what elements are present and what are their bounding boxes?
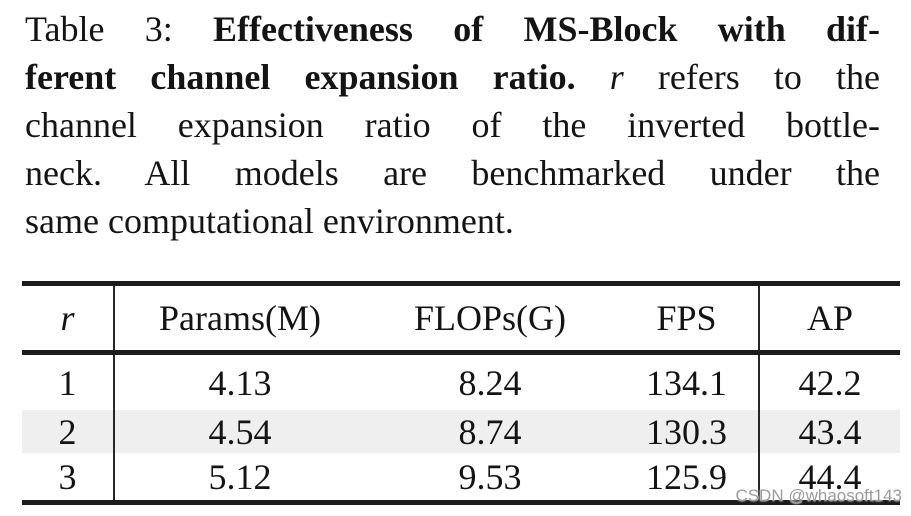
caption-text-2: refers to the [657,57,880,97]
table-header-row: r Params(M) FLOPs(G) FPS AP [22,286,900,350]
cell-fps: 130.3 [615,410,760,453]
cell-r: 2 [22,410,115,453]
cell-fps: 125.9 [615,453,760,500]
cell-ap: 42.2 [798,362,862,403]
header-cell-r: r [22,286,115,350]
cell-flops: 8.74 [458,411,522,452]
cell-flops: 9.53 [458,456,522,497]
results-table: r Params(M) FLOPs(G) FPS AP 1 4.13 8.24 … [22,281,900,505]
caption-line-3: channel expansion ratio of the inverted … [25,105,880,145]
table-header-rule [22,350,900,355]
table-caption: Table 3: Effectiveness of MS-Block with … [25,5,880,245]
cell-ap: 44.4 [798,456,862,497]
header-cell-flops: FLOPs(G) [413,298,566,338]
caption-line-1: Table 3: Effectiveness of MS-Block with … [25,5,880,53]
table-row: 3 5.12 9.53 125.9 44.4 [22,453,900,500]
caption-line-5: same computational environment. [25,201,514,241]
caption-bold-part-1: Effectiveness of MS-Block with dif- [213,9,881,49]
cell-r: 3 [22,453,115,500]
table-bottom-rule [22,500,900,505]
header-cell-fps: FPS [615,286,760,350]
caption-line-4: neck. All models are benchmarked under t… [25,153,880,193]
table-top-rule [22,281,900,286]
cell-params: 4.13 [208,362,272,403]
cell-fps: 134.1 [615,355,760,410]
caption-bold-part-2: ferent channel expansion ratio. [25,57,576,97]
cell-params: 4.54 [208,411,272,452]
cell-ap: 43.4 [798,411,862,452]
table-row-highlighted: 2 4.54 8.74 130.3 43.4 [22,410,900,453]
watermark: CSDN @whaosoft143 [735,486,902,505]
caption-table-label: Table 3: [25,9,173,49]
table-row: 1 4.13 8.24 134.1 42.2 [22,355,900,410]
header-cell-ap: AP [806,298,854,338]
caption-math-r: r [609,57,624,97]
caption-line-2: ferent channel expansion ratio. r refers… [25,53,880,101]
cell-params: 5.12 [208,456,272,497]
cell-r: 1 [22,355,115,410]
header-cell-params: Params(M) [159,298,321,338]
cell-flops: 8.24 [458,362,522,403]
